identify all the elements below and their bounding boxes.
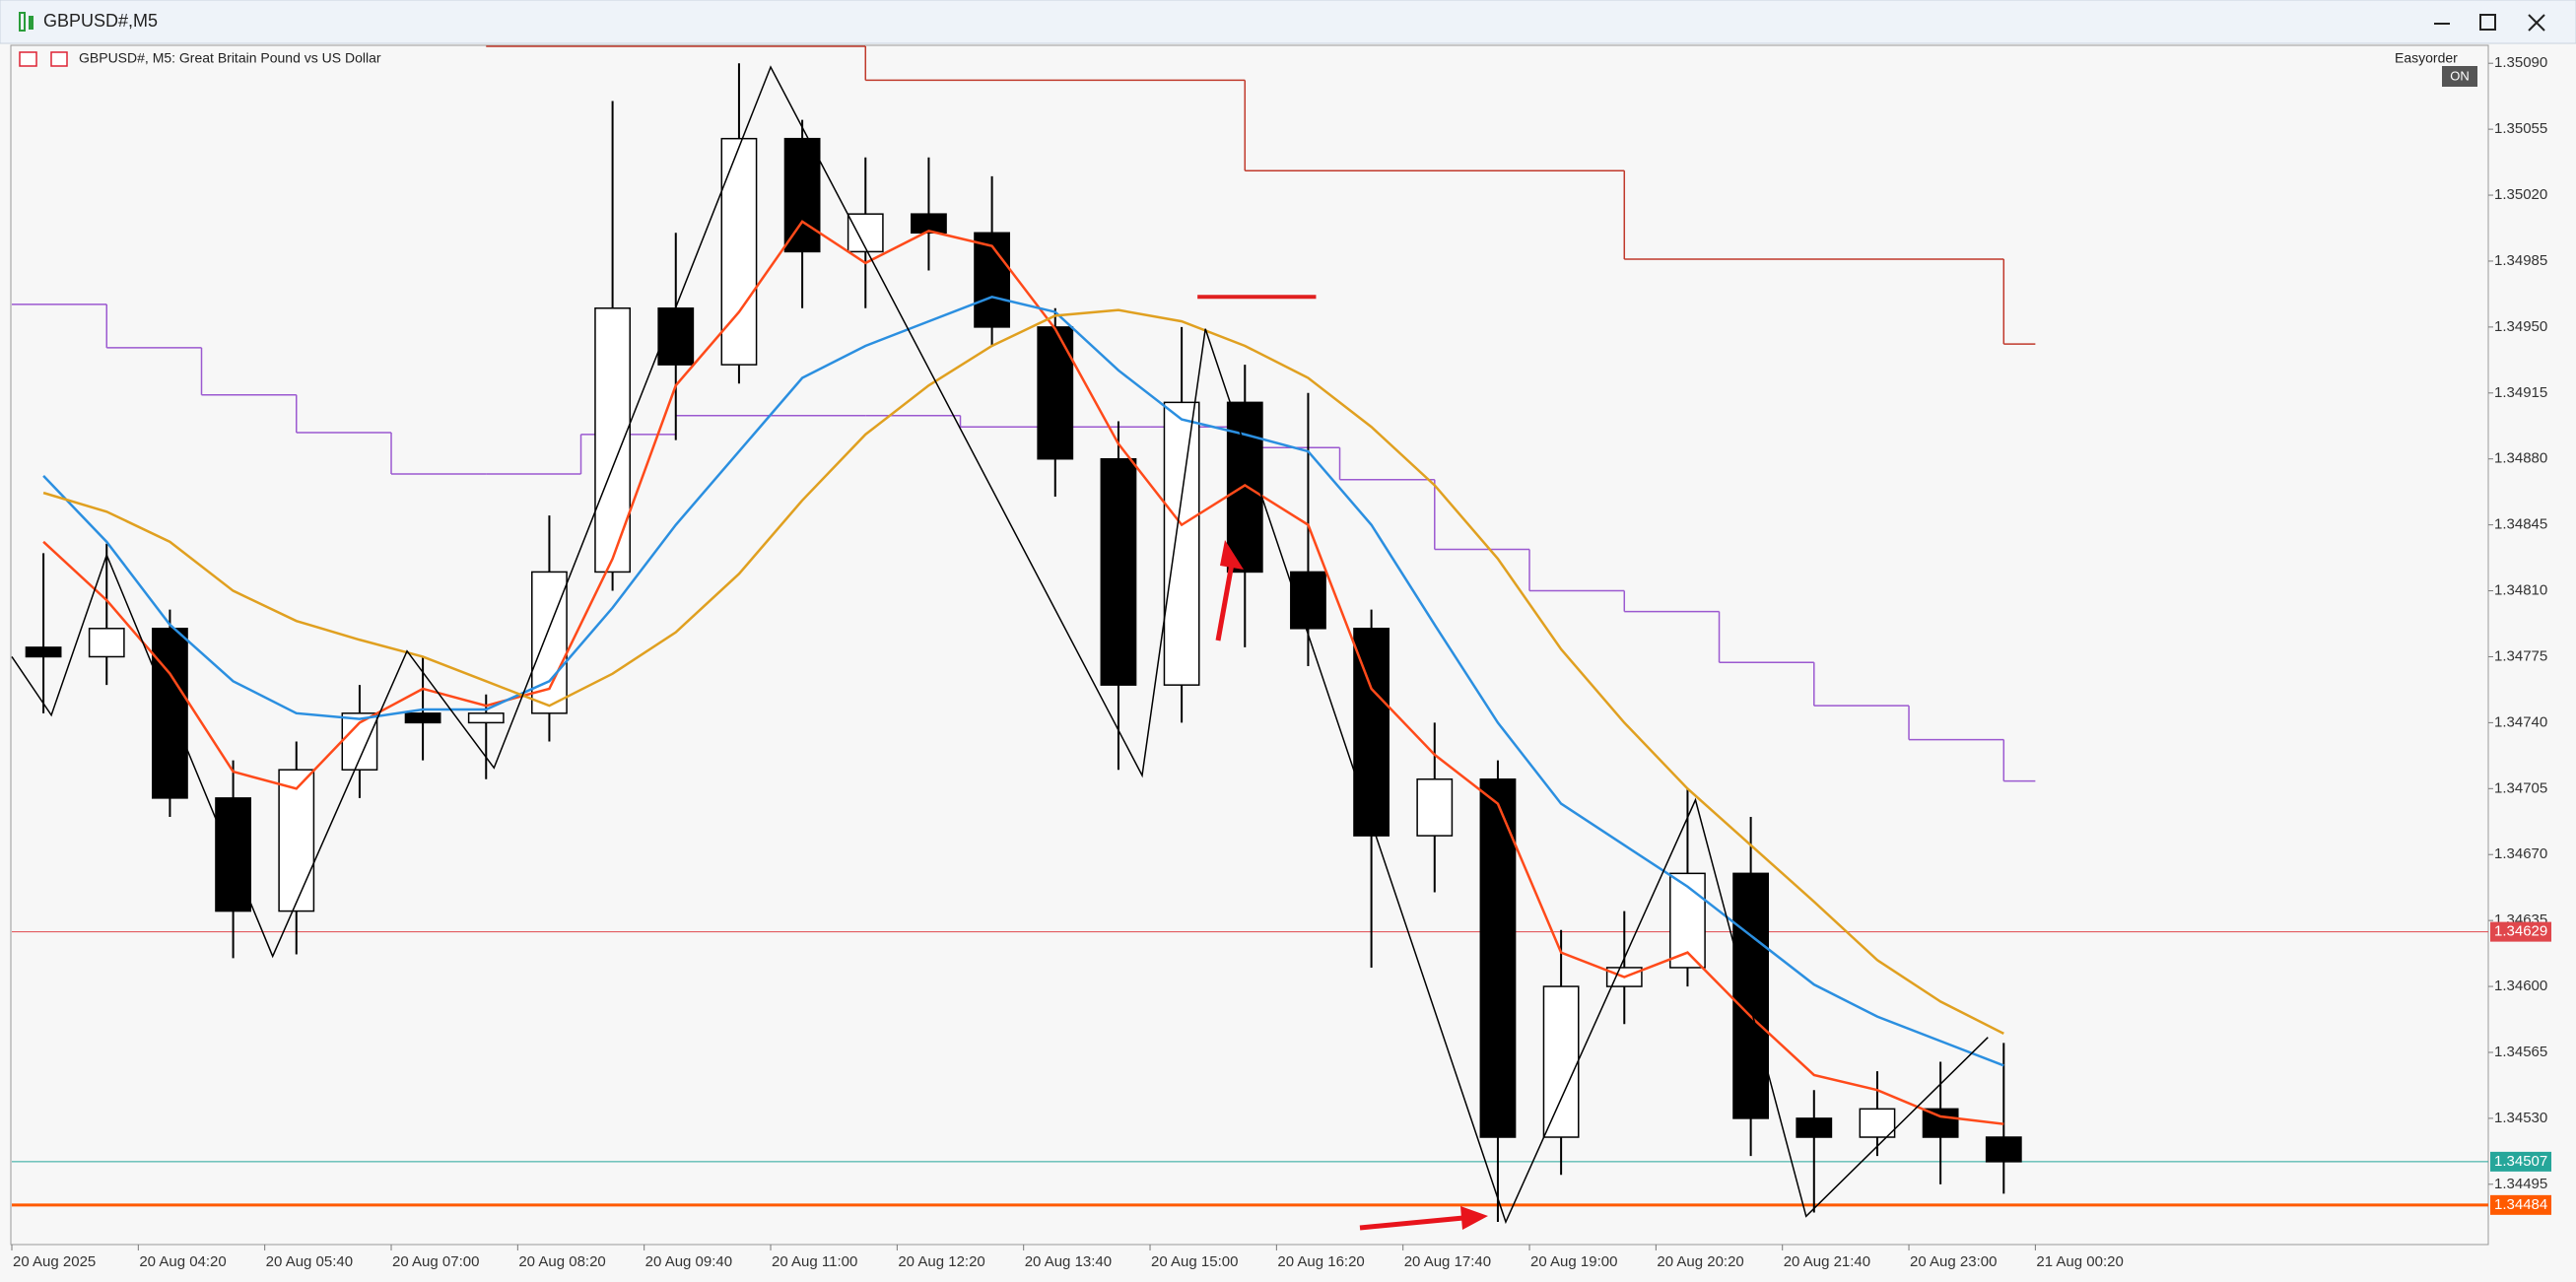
annotation-arrow [1359,1206,1488,1231]
y-tick-label: 1.34495 [2494,1176,2547,1192]
expert-name: Easyorder [2395,50,2458,66]
annotation-arrow [1215,540,1244,641]
moving-average [42,308,2004,1035]
candle-body [1163,401,1200,686]
x-tick-label: 20 Aug 05:40 [266,1253,353,1270]
candle-body [1226,401,1263,574]
y-tick-label: 1.34600 [2494,978,2547,994]
price-tag-label: 1.34629 [2494,923,2547,940]
price-tag [2490,921,2551,942]
moving-average [42,295,2004,1067]
plot-area [10,44,2489,1246]
price-tag-label: 1.34484 [2494,1196,2547,1213]
x-tick-label: 20 Aug 12:20 [898,1253,984,1270]
app-icon [19,12,34,32]
y-tick-label: 1.34810 [2494,582,2547,599]
chart-icons[interactable] [19,51,68,67]
x-tick-label: 21 Aug 00:20 [2036,1253,2123,1270]
expert-state-box[interactable] [2442,66,2477,87]
y-tick-label: 1.34845 [2494,516,2547,533]
candle-body [847,213,884,253]
y-tick-label: 1.34915 [2494,384,2547,401]
candle-body [404,712,441,724]
x-tick-label: 20 Aug 16:20 [1277,1253,1364,1270]
x-tick-label: 20 Aug 04:20 [139,1253,226,1270]
x-tick-label: 20 Aug 17:40 [1404,1253,1491,1270]
y-tick-label: 1.34670 [2494,845,2547,862]
x-tick-label: 20 Aug 08:20 [518,1253,605,1270]
y-tick-label: 1.34775 [2494,647,2547,664]
candle-body [594,307,631,574]
y-tick-label: 1.34985 [2494,252,2547,269]
candle-body [1290,571,1326,630]
x-tick-label: 20 Aug 2025 [13,1253,96,1270]
candle-body [1100,457,1137,686]
candle-body [1796,1117,1833,1138]
x-tick-label: 20 Aug 21:40 [1784,1253,1870,1270]
window-title: GBPUSD#,M5 [43,11,158,31]
title-bar [0,0,2576,44]
y-tick-label: 1.35020 [2494,186,2547,203]
x-tick-label: 20 Aug 13:40 [1025,1253,1112,1270]
candle-body [1479,777,1517,1138]
candle-body [1037,326,1074,460]
candle-body [783,137,821,253]
candle-body [1542,985,1580,1138]
x-tick-label: 20 Aug 07:00 [392,1253,479,1270]
x-tick-label: 20 Aug 15:00 [1151,1253,1238,1270]
x-tick-label: 20 Aug 09:40 [645,1253,732,1270]
price-tag-label: 1.34507 [2494,1153,2547,1170]
candle-body [215,797,251,912]
candle-body [1985,1136,2022,1163]
chart-symbol-description: GBPUSD#, M5: Great Britain Pound vs US D… [79,50,381,66]
x-tick-label: 20 Aug 20:20 [1657,1253,1743,1270]
plot: 1.35090 1.35055 1.35020 1.34985 1.34950 1.349… [11,45,2551,1270]
y-tick-label: 1.34740 [2494,713,2547,730]
candle-body [152,628,188,799]
candle-body [974,232,1011,328]
x-tick-label: 20 Aug 11:00 [772,1253,857,1270]
candle-body [25,646,62,658]
expert-state[interactable]: ON [2450,68,2470,83]
zigzag [11,65,1989,1225]
y-tick-label: 1.34880 [2494,450,2547,467]
candle-body [88,628,125,658]
x-tick-label: 20 Aug 23:00 [1910,1253,1997,1270]
candle-body [720,137,758,366]
y-tick-label: 1.34530 [2494,1110,2547,1126]
close-button[interactable] [2528,14,2545,32]
candle-body [911,213,947,235]
candle-body [278,769,315,912]
candle-body [1416,777,1454,837]
price-tag [2490,1194,2551,1215]
candle-body [1732,872,1770,1119]
candle-body [467,712,505,724]
x-tick-label: 20 Aug 19:00 [1530,1253,1617,1270]
candle-body [1922,1108,1959,1138]
maximize-button[interactable] [2479,14,2496,31]
y-tick-label: 1.34950 [2494,318,2547,335]
y-tick-label: 1.34705 [2494,779,2547,796]
price-tag [2490,1151,2551,1172]
y-tick-label: 1.35055 [2494,120,2547,137]
candle-body [1859,1108,1896,1138]
y-tick-label: 1.34565 [2494,1044,2547,1060]
y-tick-label: 1.35090 [2494,54,2547,71]
candle-body [1353,628,1390,837]
